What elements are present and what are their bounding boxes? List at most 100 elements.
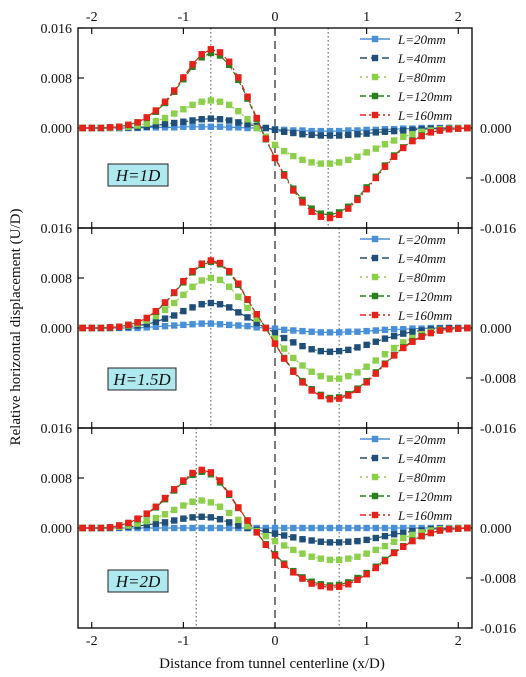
- data-point: [143, 510, 150, 517]
- data-point: [354, 344, 361, 351]
- data-point: [216, 98, 224, 105]
- data-point: [125, 519, 132, 527]
- data-point: [363, 571, 370, 578]
- data-point: [198, 513, 205, 520]
- data-point: [372, 145, 379, 152]
- data-point: [418, 132, 425, 140]
- data-point: [161, 306, 169, 314]
- data-point: [171, 524, 178, 532]
- data-point: [363, 536, 370, 544]
- data-point: [409, 126, 416, 134]
- data-point: [225, 124, 233, 131]
- legend-label: L=20mm: [397, 32, 446, 47]
- data-point: [345, 127, 352, 134]
- data-point: [180, 307, 187, 315]
- data-point: [335, 347, 343, 355]
- data-point: [326, 556, 334, 564]
- data-point: [253, 124, 260, 132]
- data-point: [381, 326, 389, 334]
- data-point: [207, 49, 215, 57]
- data-point: [445, 126, 453, 133]
- data-point: [235, 107, 242, 115]
- data-point: [345, 346, 352, 354]
- data-point: [354, 386, 361, 394]
- data-point: [189, 117, 196, 124]
- data-point: [235, 293, 242, 300]
- data-point: [271, 154, 279, 162]
- data-point: [116, 123, 123, 130]
- data-point: [280, 334, 288, 342]
- data-point: [134, 119, 141, 126]
- data-point: [372, 370, 379, 377]
- data-point: [317, 372, 325, 380]
- data-point: [317, 127, 325, 135]
- data-point: [418, 333, 425, 340]
- data-point: [262, 528, 270, 535]
- data-point: [381, 128, 389, 135]
- data-point: [161, 98, 169, 105]
- data-point: [106, 524, 114, 531]
- data-point: [400, 127, 407, 134]
- data-point: [345, 538, 352, 545]
- data-point: [189, 101, 196, 109]
- data-point: [436, 527, 444, 534]
- data-point: [216, 49, 224, 56]
- data-point: [372, 174, 379, 182]
- data-point: [280, 355, 288, 362]
- data-point: [299, 550, 306, 557]
- data-point: [381, 141, 389, 148]
- data-point: [400, 543, 407, 550]
- data-point: [317, 392, 325, 400]
- data-point: [171, 517, 178, 524]
- data-point: [409, 531, 416, 539]
- data-point: [161, 511, 169, 518]
- data-point: [445, 326, 453, 333]
- data-point: [299, 199, 306, 206]
- data-point: [180, 123, 187, 130]
- data-point: [106, 324, 114, 331]
- data-point: [88, 324, 95, 332]
- data-point: [363, 379, 370, 386]
- data-point: [317, 347, 325, 355]
- data-point: [152, 312, 160, 320]
- data-point: [198, 301, 205, 308]
- data-point: [88, 124, 95, 132]
- legend-label: L=160mm: [397, 308, 452, 323]
- data-point: [171, 289, 178, 296]
- legend-label: L=40mm: [397, 51, 446, 66]
- legend-marker: [371, 35, 379, 43]
- data-point: [372, 534, 379, 542]
- panel-label: H=2D: [115, 572, 161, 591]
- data-point: [180, 524, 187, 532]
- data-point: [335, 159, 343, 166]
- data-point: [171, 322, 178, 329]
- data-point: [207, 524, 215, 532]
- data-point: [326, 329, 334, 336]
- y-axis-title: Relative horizontal displacement (U/D): [8, 208, 24, 445]
- data-point: [280, 326, 288, 334]
- data-point: [253, 315, 260, 322]
- data-point: [363, 126, 370, 134]
- x-tick-label-top: -2: [86, 10, 98, 25]
- legend-label: L=20mm: [397, 432, 446, 447]
- y-tick-label-right: -0.016: [480, 622, 516, 637]
- data-point: [290, 569, 297, 576]
- data-point: [235, 124, 242, 131]
- data-point: [381, 163, 389, 170]
- data-point: [345, 524, 352, 532]
- data-point: [317, 132, 325, 139]
- data-point: [235, 504, 242, 511]
- y-tick-label-right: -0.008: [480, 572, 516, 587]
- legend-label: L=80mm: [397, 70, 446, 85]
- data-point: [280, 172, 288, 179]
- data-point: [436, 127, 444, 134]
- data-point: [161, 524, 169, 532]
- data-point: [308, 159, 315, 166]
- data-point: [381, 532, 389, 540]
- data-point: [299, 362, 306, 369]
- data-point: [345, 372, 352, 380]
- legend-marker: [371, 111, 379, 119]
- data-point: [262, 124, 270, 132]
- data-point: [400, 529, 407, 537]
- data-point: [400, 133, 407, 140]
